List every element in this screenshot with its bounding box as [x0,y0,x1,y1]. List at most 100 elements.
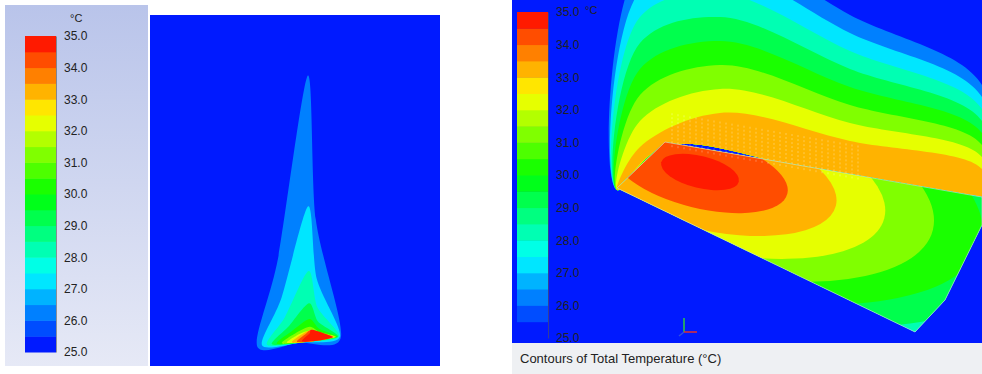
fin [834,141,835,175]
contour-region [267,271,339,346]
colorbar-band [25,178,56,194]
fin [684,115,685,149]
tick: 35.0 [548,5,580,19]
contour-region [512,0,982,343]
tick: 29.0 [56,219,88,233]
colorbar-axis: 25.026.027.028.029.030.031.032.033.034.0… [548,5,580,345]
tick-label: 34.0 [64,61,88,75]
colorbar-band [517,257,548,274]
tick: 28.0 [548,234,580,248]
tick-label: 33.0 [556,71,580,85]
colorbar-band [517,61,548,78]
fin [696,117,697,151]
contour-region [277,319,337,344]
colorbar-band [25,194,56,210]
plate-outline [617,142,982,332]
fin [720,122,721,156]
colorbar-band [517,12,548,29]
fin [762,129,763,163]
fin [858,145,859,179]
fin [714,121,715,155]
axis-triad [679,318,697,336]
panel-background [5,5,148,366]
colorbar-band [517,159,548,176]
tick-label: 32.0 [556,103,580,117]
tick: 34.0 [548,38,580,52]
colorbar-band [517,240,548,257]
colorbar-band [517,224,548,241]
tick: 34.0 [56,61,88,75]
colorbar-band [517,322,548,339]
fin [756,128,757,162]
tick-label: 26.0 [556,299,580,313]
tick-label: 32.0 [64,124,88,138]
colorbar-band [25,147,56,163]
contour-region [512,0,982,343]
colorbar-band [517,94,548,111]
colorbar-band [25,83,56,99]
domain-background [150,15,440,366]
colorbar-unit: °C [70,12,82,24]
plot-area [512,0,982,343]
colorbar-band [25,162,56,178]
figure: 25.0 26.0 27.0 28.0 29.0 30.0 31.0 32.0 33.0 34.0… [0,0,982,374]
tick: 26.0 [548,299,580,313]
fin [690,116,691,150]
tick-label: 30.0 [64,187,88,201]
tick-label: 31.0 [64,156,88,170]
colorbar-band [25,257,56,273]
fin [738,125,739,159]
fin [768,130,769,164]
fin [828,140,829,174]
tick: 29.0 [548,201,580,215]
fin [726,123,727,157]
tick: 27.0 [56,282,88,296]
tick: 31.0 [56,156,88,170]
tick-label: 25.0 [64,345,88,359]
plot-area [150,15,440,366]
tick-label: 35.0 [556,5,580,19]
title-bar [512,343,982,374]
colorbar-band [25,131,56,147]
colorbar-band [517,45,548,62]
fin [708,119,709,153]
fin [822,139,823,173]
triad-y [683,318,685,332]
tick-label: 34.0 [556,38,580,52]
tick: 27.0 [548,266,580,280]
fin [798,135,799,169]
colorbar-band [25,320,56,336]
colorbar-band [517,305,548,322]
fin [846,143,847,177]
contour-region [257,75,341,350]
colorbar-band [517,142,548,159]
tick-label: 31.0 [556,136,580,150]
contour-region [512,0,982,343]
contour-region [512,52,903,291]
contour-region [512,0,982,343]
colorbar-band [25,289,56,305]
tick: 30.0 [56,187,88,201]
colorbar-band [25,226,56,242]
contour-region [297,330,333,342]
colorbar-band [25,99,56,115]
fin [810,137,811,171]
colorbar-band [25,305,56,321]
colorbar-band [25,115,56,131]
fin [852,144,853,178]
colorbar: 25.026.027.028.029.030.031.032.033.034.0… [517,4,597,345]
fin [786,133,787,167]
contour-region [287,330,335,343]
contour-region [657,147,742,197]
colorbar-band [517,126,548,143]
fin [702,118,703,152]
contour-region [604,115,796,228]
colorbar-axis-line [548,13,549,339]
tick: 35.0 [56,29,88,43]
contour-region [551,84,850,260]
colorbar-band [517,77,548,94]
tick-label: 27.0 [556,266,580,280]
contour-region [512,0,982,343]
colorbar-unit: °C [585,4,597,16]
fin [840,142,841,176]
